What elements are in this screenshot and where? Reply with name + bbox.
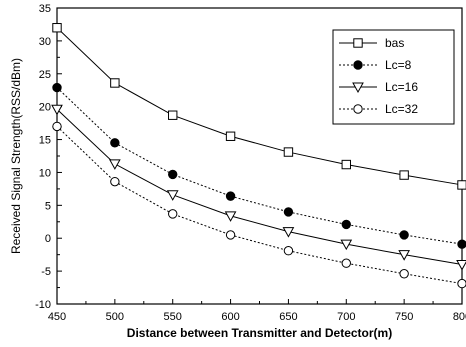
data-point [225, 131, 236, 141]
data-point [352, 82, 364, 94]
y-axis-title: Received Signal Strength(RSS/dBm) [9, 58, 23, 254]
legend-label: Lc=8 [385, 58, 412, 72]
data-point [225, 230, 236, 240]
y-tick-label: 10 [39, 167, 51, 179]
legend-item: Lc=16 [339, 80, 418, 94]
data-point [109, 159, 121, 170]
legend-label: bas [385, 36, 404, 50]
legend: bas Lc=8 Lc=16 Lc=32 [332, 29, 455, 125]
data-point [340, 239, 353, 251]
series-lc-32 [52, 121, 466, 289]
data-point [168, 209, 178, 219]
data-point [283, 246, 294, 256]
series-lc-16 [51, 104, 466, 271]
legend-item: Lc=8 [339, 58, 412, 72]
data-point [168, 169, 178, 180]
data-point [110, 176, 120, 187]
data-point [457, 278, 466, 289]
data-point [457, 180, 466, 190]
x-tick-label: 750 [395, 311, 413, 323]
legend-item: Lc=32 [339, 102, 418, 116]
data-point [52, 121, 62, 132]
legend-label: Lc=32 [385, 102, 418, 116]
legend-item: bas [339, 36, 404, 50]
series-bas [52, 23, 466, 190]
data-point [398, 250, 410, 261]
x-axis: 450 500 550 600 650 700 750 800 [48, 299, 466, 323]
data-point [341, 159, 351, 170]
data-point [457, 239, 466, 249]
x-tick-label: 450 [48, 311, 66, 323]
series-lc-8 [52, 82, 466, 249]
series-line [56, 126, 463, 285]
y-tick-label: -5 [41, 266, 51, 278]
data-point [353, 60, 363, 70]
data-point [166, 190, 179, 201]
y-tick-label: 20 [39, 102, 51, 114]
data-point [52, 23, 62, 33]
data-point [341, 258, 351, 268]
y-tick-label: 5 [45, 200, 51, 212]
legend-box [332, 29, 455, 125]
x-tick-label: 600 [221, 311, 239, 323]
data-point [168, 110, 178, 120]
data-point [353, 104, 363, 114]
data-point [456, 260, 466, 271]
series-line [56, 27, 463, 186]
series-line [56, 87, 463, 245]
series-layer [51, 23, 466, 289]
y-tick-label: -10 [35, 299, 51, 311]
data-point [282, 227, 295, 238]
data-point [51, 104, 63, 116]
data-point [399, 230, 409, 240]
data-point [225, 191, 236, 201]
y-axis: -10 -5 0 5 10 15 20 25 30 35 [35, 3, 62, 311]
y-tick-label: 0 [45, 233, 51, 245]
y-tick-label: 15 [39, 135, 51, 147]
data-point [52, 82, 62, 93]
data-point [353, 38, 363, 48]
x-tick-label: 500 [106, 311, 124, 323]
x-tick-label: 650 [279, 311, 297, 323]
x-tick-label: 550 [164, 311, 182, 323]
x-tick-label: 700 [337, 311, 355, 323]
y-tick-label: 30 [39, 36, 51, 48]
data-point [283, 147, 294, 157]
data-point [283, 207, 294, 217]
data-point [224, 211, 237, 222]
data-point [399, 269, 409, 279]
x-tick-label: 800 [453, 311, 466, 323]
data-point [110, 138, 120, 148]
legend-label: Lc=16 [385, 80, 418, 94]
data-point [110, 78, 120, 88]
y-tick-label: 35 [39, 3, 51, 15]
y-tick-label: 25 [39, 69, 51, 81]
data-point [399, 170, 409, 180]
data-point [341, 219, 351, 230]
x-axis-title: Distance between Transmitter and Detecto… [127, 326, 392, 340]
series-line [56, 108, 463, 266]
